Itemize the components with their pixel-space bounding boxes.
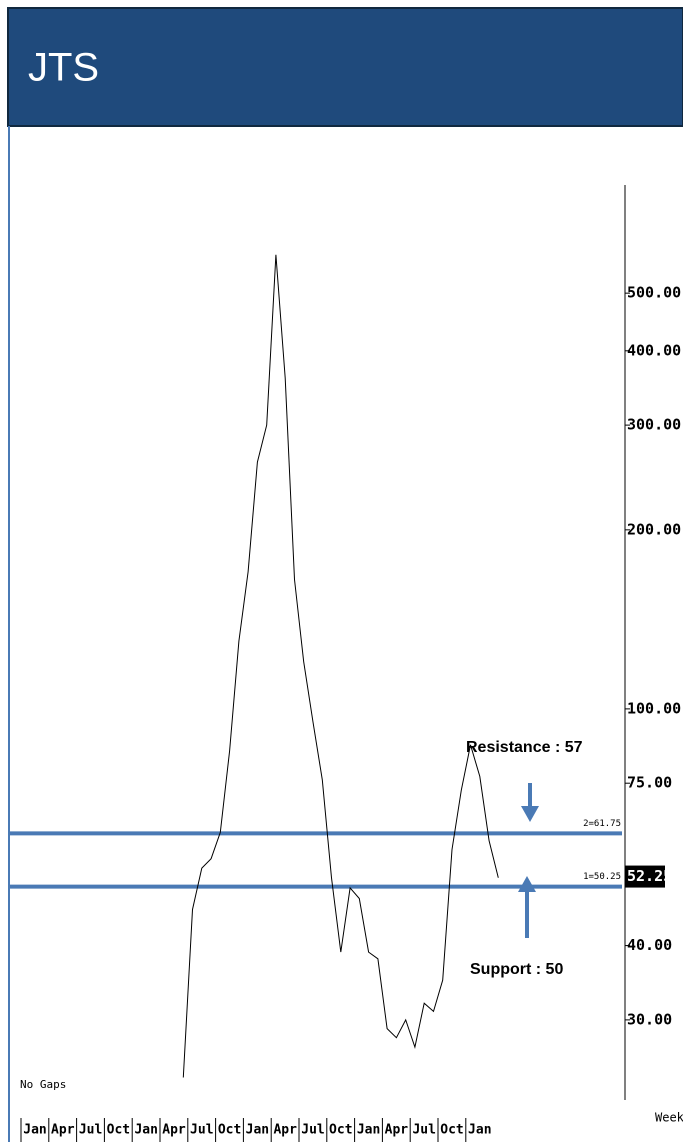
y-tick-label: 75.00: [627, 774, 672, 792]
x-tick-label: Jul: [301, 1123, 324, 1138]
last-price-label: 52.25: [627, 867, 672, 885]
x-tick-label: Jan: [134, 1123, 157, 1138]
x-tick-label: Apr: [273, 1123, 297, 1138]
price-line: [182, 254, 499, 1078]
x-tick-label: Jul: [79, 1123, 102, 1138]
x-tick-label: Apr: [51, 1123, 75, 1138]
x-tick-label: Jan: [246, 1123, 269, 1138]
y-tick-label: 40.00: [627, 936, 672, 954]
header: [7, 7, 683, 127]
y-tick-label: 300.00: [627, 416, 681, 434]
level-label: 1=50.25: [583, 872, 621, 882]
y-tick-label: 500.00: [627, 284, 681, 302]
x-tick-label: Apr: [162, 1123, 186, 1138]
resistance-arrow: [521, 783, 539, 822]
level-label: 2=61.75: [583, 819, 621, 829]
x-tick-label: Oct: [218, 1123, 241, 1138]
x-axis-label: Week: [655, 1111, 683, 1125]
annotation: No Gaps: [20, 1078, 66, 1091]
y-tick-label: 400.00: [627, 341, 681, 359]
annotation: Support : 50: [470, 961, 563, 978]
x-tick-label: Jan: [357, 1123, 380, 1138]
y-tick-label: 30.00: [627, 1010, 672, 1028]
x-tick-label: Oct: [440, 1123, 463, 1138]
x-tick-label: Jan: [23, 1123, 46, 1138]
last-price-box: [625, 865, 665, 888]
y-tick-label: 200.00: [627, 520, 681, 538]
y-tick-label: 100.00: [627, 699, 681, 717]
x-tick-label: Jan: [468, 1123, 491, 1138]
x-tick-label: Jul: [412, 1123, 435, 1138]
chart-title: JTS: [28, 46, 99, 90]
x-tick-label: Oct: [329, 1123, 352, 1138]
x-tick-label: Oct: [107, 1123, 130, 1138]
x-tick-label: Jul: [190, 1123, 213, 1138]
annotation: Resistance : 57: [466, 739, 583, 756]
x-tick-label: Apr: [385, 1123, 409, 1138]
